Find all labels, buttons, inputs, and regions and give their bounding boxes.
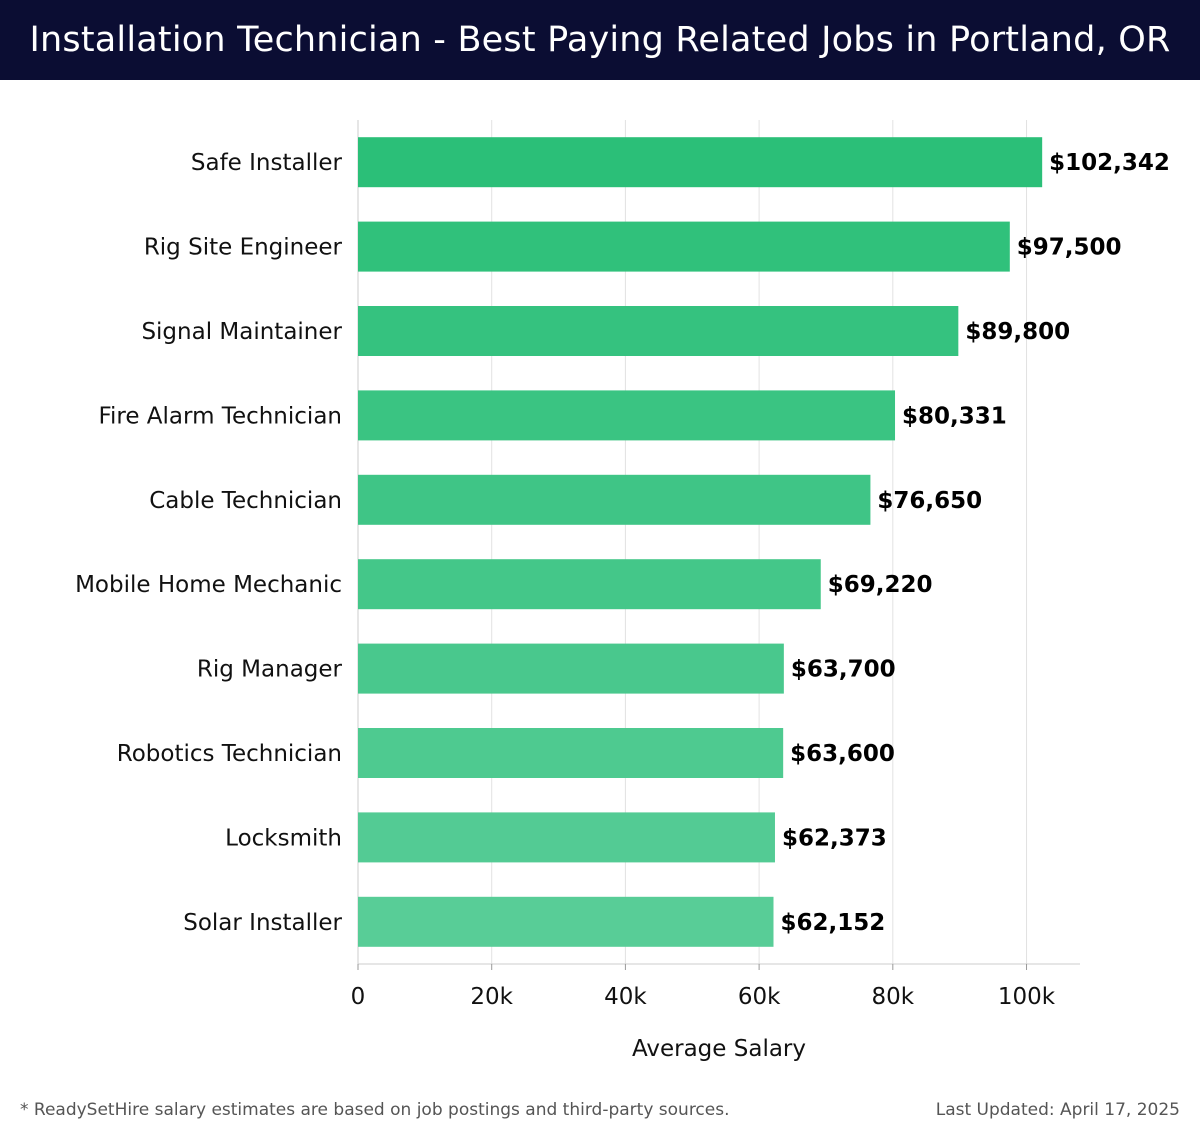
value-label: $89,800: [965, 319, 1070, 345]
footer-note: * ReadySetHire salary estimates are base…: [20, 1100, 730, 1120]
value-label: $63,600: [790, 741, 895, 767]
bar: [358, 221, 1010, 272]
bar: [358, 390, 896, 441]
category-label: Locksmith: [225, 825, 342, 851]
category-label: Safe Installer: [191, 150, 343, 176]
x-tick-label: 100k: [998, 984, 1056, 1010]
title-bar: Installation Technician - Best Paying Re…: [0, 0, 1200, 80]
x-tick-label: 40k: [604, 984, 647, 1010]
value-label: $62,152: [780, 910, 885, 936]
last-updated: Last Updated: April 17, 2025: [935, 1100, 1180, 1120]
category-label: Mobile Home Mechanic: [75, 572, 342, 598]
salary-bar-chart: Safe Installer $102,342 Rig Site Engineer $…: [75, 120, 1170, 1062]
page-title: Installation Technician - Best Paying Re…: [29, 20, 1171, 60]
bar: [358, 137, 1043, 188]
value-label: $62,373: [782, 825, 887, 851]
x-tick-label: 0: [351, 984, 366, 1010]
bar: [358, 896, 774, 947]
value-label: $69,220: [828, 572, 933, 598]
bar: [358, 559, 821, 610]
x-tick-label: 60k: [738, 984, 781, 1010]
value-label: $97,500: [1017, 235, 1122, 261]
value-label: $63,700: [791, 657, 896, 683]
category-label: Fire Alarm Technician: [98, 403, 342, 429]
bar: [358, 812, 775, 863]
bar: [358, 728, 784, 778]
bar: [358, 306, 959, 356]
value-label: $76,650: [877, 488, 982, 514]
value-label: $102,342: [1049, 150, 1170, 176]
bar: [358, 643, 784, 694]
category-label: Solar Installer: [183, 910, 342, 936]
category-label: Robotics Technician: [117, 741, 342, 767]
x-axis-title: Average Salary: [632, 1036, 806, 1062]
bar: [358, 474, 871, 525]
category-label: Rig Manager: [197, 657, 343, 683]
value-label: $80,331: [902, 403, 1007, 429]
x-tick-label: 80k: [872, 984, 915, 1010]
x-tick-label: 20k: [470, 984, 513, 1010]
category-label: Cable Technician: [149, 488, 342, 514]
category-label: Signal Maintainer: [141, 319, 342, 345]
category-label: Rig Site Engineer: [144, 235, 343, 261]
